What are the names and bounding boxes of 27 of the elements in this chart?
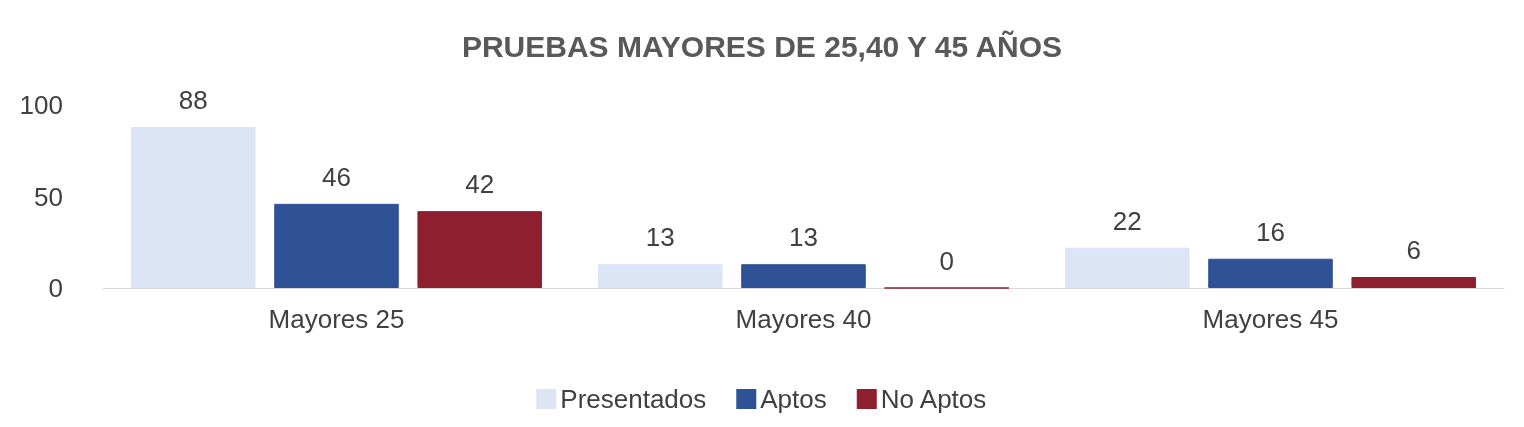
bar: [741, 264, 866, 288]
bar: [598, 264, 723, 288]
y-tick-label: 0: [48, 273, 63, 303]
bar: [1208, 258, 1333, 288]
chart-title: PRUEBAS MAYORES DE 25,40 Y 45 AÑOS: [461, 29, 1063, 63]
bar: [1351, 277, 1476, 288]
legend-label: Presentados: [560, 384, 707, 414]
data-label: 16: [1256, 216, 1285, 247]
legend-label: No Aptos: [880, 384, 987, 414]
x-tick-label: Mayores 25: [268, 304, 405, 334]
data-label: 13: [789, 222, 818, 253]
bar: [1065, 247, 1190, 288]
legend-label: Aptos: [760, 384, 827, 414]
data-label: 0: [939, 245, 954, 276]
data-label: 22: [1112, 205, 1142, 236]
x-tick-label: Mayores 40: [735, 304, 872, 334]
y-tick-label: 100: [19, 90, 63, 120]
bar: [131, 126, 256, 288]
data-label: 13: [645, 222, 675, 253]
data-label: 6: [1406, 235, 1421, 266]
y-tick-label: 50: [34, 181, 63, 212]
bar: [274, 203, 399, 288]
data-label: 46: [322, 161, 351, 192]
data-label: 88: [178, 84, 208, 115]
x-tick-label: Mayores 45: [1202, 304, 1339, 334]
data-label: 42: [465, 169, 495, 200]
bar: [417, 211, 542, 288]
